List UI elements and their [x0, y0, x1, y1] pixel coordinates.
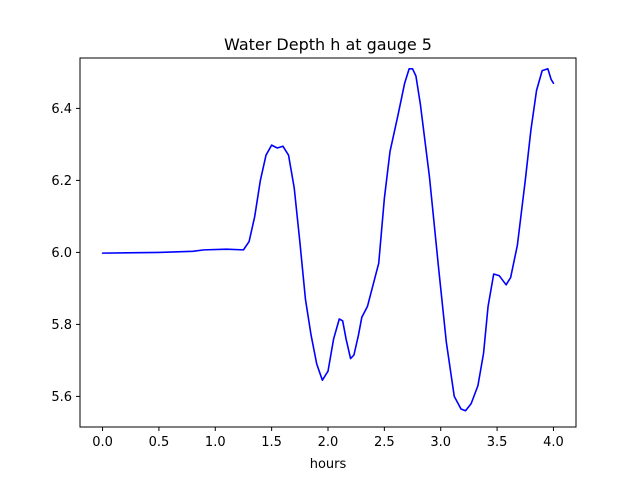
- chart-title: Water Depth h at gauge 5: [224, 35, 432, 54]
- x-tick-label: 4.0: [543, 435, 564, 450]
- x-tick-label: 2.5: [374, 435, 395, 450]
- x-tick-label: 0.5: [149, 435, 170, 450]
- x-axis: 0.0 0.5 1.0 1.5 2.0 2.5 3.0 3.5 4.0: [92, 427, 564, 450]
- x-tick-label: 2.0: [318, 435, 339, 450]
- plot-area: [79, 57, 577, 428]
- x-tick-label: 1.0: [205, 435, 226, 450]
- y-tick-label: 6.0: [51, 246, 72, 261]
- x-axis-label: hours: [310, 457, 347, 472]
- x-tick-label: 1.5: [261, 435, 282, 450]
- y-axis: 5.6 5.8 6.0 6.2 6.4: [51, 102, 80, 405]
- x-tick-label: 3.5: [487, 435, 508, 450]
- x-tick-label: 3.0: [430, 435, 451, 450]
- y-tick-label: 6.2: [51, 174, 72, 189]
- y-tick-label: 6.4: [51, 102, 72, 117]
- y-tick-label: 5.8: [51, 318, 72, 333]
- series-line-0: [101, 68, 555, 412]
- x-tick-label: 0.0: [92, 435, 113, 450]
- y-tick-label: 5.6: [51, 390, 72, 405]
